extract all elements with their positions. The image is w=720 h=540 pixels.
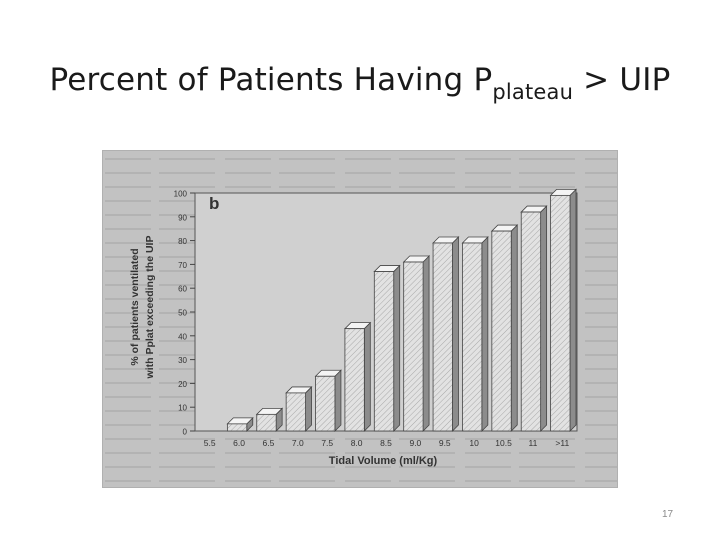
x-tick-label: 11 — [529, 438, 538, 448]
x-tick-label: 10 — [469, 438, 479, 448]
bar — [285, 392, 306, 432]
bar-side — [569, 188, 577, 432]
x-tick-label: 8.0 — [351, 438, 363, 448]
y-tick-label: 60 — [178, 285, 187, 294]
y-tick-label: 90 — [178, 213, 187, 222]
bar — [520, 211, 542, 432]
title-main: Percent of Patients Having P — [49, 62, 493, 98]
bar-side — [305, 385, 312, 432]
x-tick-label: >11 — [555, 438, 569, 448]
bar-side — [481, 236, 489, 432]
bar-side — [510, 224, 518, 432]
bar-side — [363, 321, 371, 432]
x-tick-label: 9.5 — [439, 438, 451, 448]
x-tick-label: 6.5 — [263, 438, 275, 448]
bar-side — [422, 255, 430, 432]
chart-figure: 0 10 20 30 40 50 60 70 80 90 100 5.5 6.0 6.5 7.0 7.5 8.0… — [102, 150, 618, 488]
x-tick-label: 6.0 — [233, 438, 245, 448]
y-tick-label: 100 — [174, 190, 188, 199]
bar — [315, 375, 336, 432]
x-tick-label: 10.5 — [495, 438, 512, 448]
bar — [491, 230, 512, 432]
x-tick-label: 8.5 — [380, 438, 392, 448]
x-tick-label: 7.5 — [321, 438, 333, 448]
bar — [462, 242, 483, 432]
y-tick-label: 50 — [178, 309, 187, 318]
y-axis-label-line-2: with Pplat exceeding the UIP — [144, 236, 156, 380]
bar-side — [540, 205, 548, 432]
bar-side — [393, 264, 401, 432]
x-tick-label: 9.0 — [409, 438, 421, 448]
x-tick-label: 5.5 — [204, 438, 216, 448]
bar — [432, 242, 453, 432]
title-tail: > UIP — [573, 62, 671, 98]
page-number: 17 — [662, 509, 674, 520]
title-subscript: plateau — [492, 80, 574, 104]
bar — [256, 413, 277, 432]
bar-side — [334, 369, 342, 432]
bar — [344, 328, 365, 432]
x-axis-label: Tidal Volume (ml/Kg) — [329, 455, 438, 467]
bar-chart: 0 10 20 30 40 50 60 70 80 90 100 5.5 6.0 6.5 7.0 7.5 8.0… — [103, 151, 617, 487]
y-tick-label: 0 — [183, 428, 188, 437]
y-axis-label-line-1: % of patients ventilated — [129, 248, 141, 365]
bar — [550, 194, 571, 432]
y-tick-label: 20 — [178, 380, 187, 389]
bar — [403, 261, 424, 432]
bar — [226, 423, 248, 432]
y-tick-label: 40 — [178, 332, 187, 341]
x-tick-label: 7.0 — [292, 438, 304, 448]
panel-label: b — [209, 194, 219, 213]
y-tick-label: 70 — [178, 261, 187, 270]
bar-side — [452, 236, 459, 432]
bar — [373, 271, 395, 432]
y-tick-label: 80 — [178, 237, 187, 246]
y-tick-label: 10 — [178, 404, 187, 413]
slide-title: Percent of Patients Having Pplateau > UI… — [0, 62, 720, 104]
y-tick-label: 30 — [178, 356, 187, 365]
